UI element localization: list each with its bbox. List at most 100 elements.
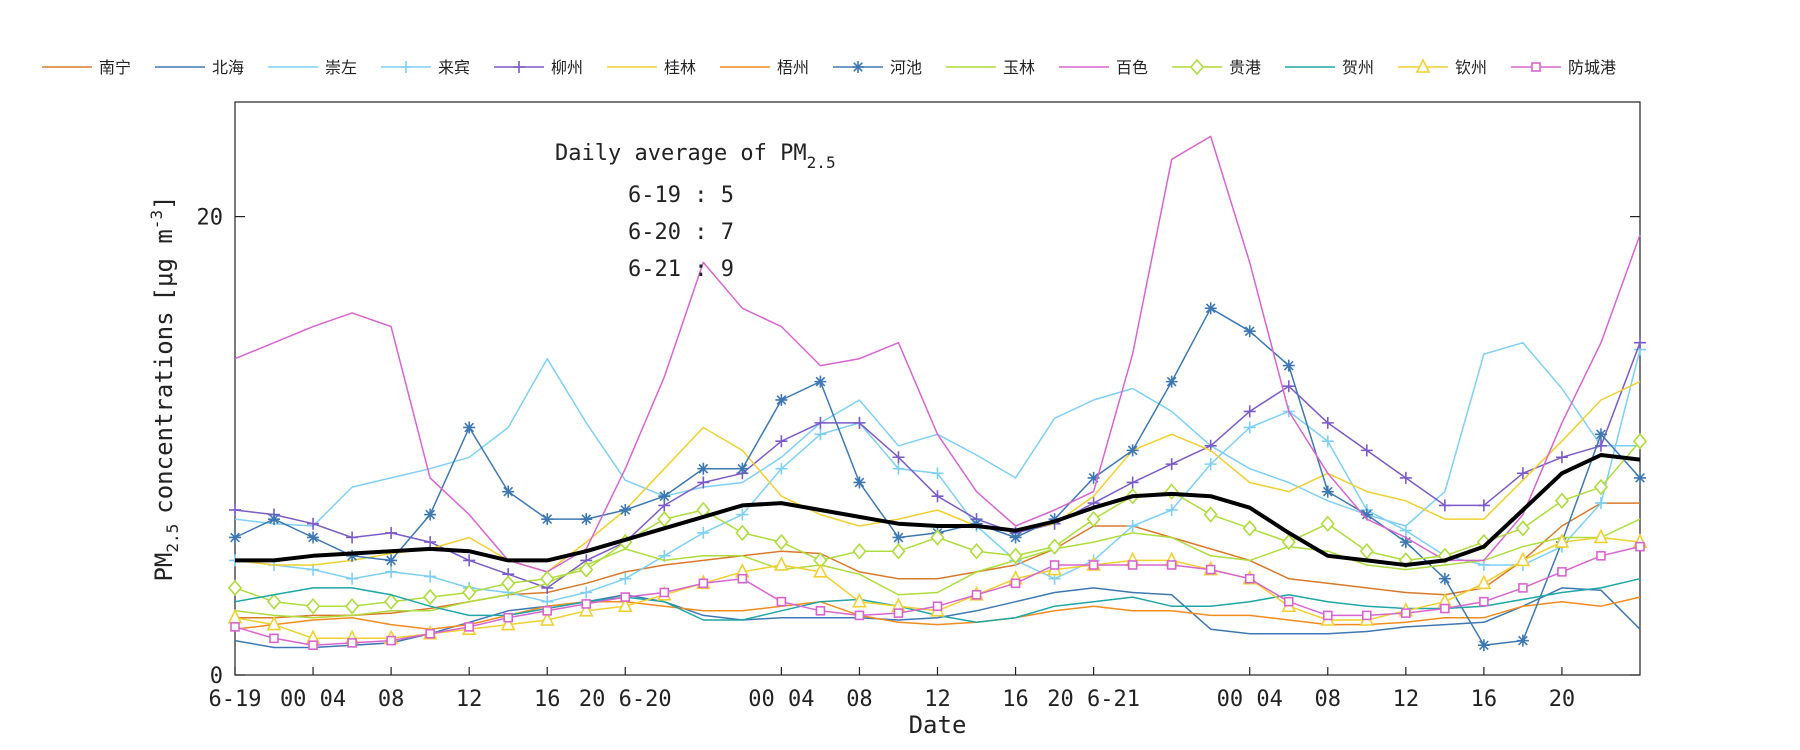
data-point-marker [385, 554, 398, 567]
data-point-marker [1281, 533, 1296, 551]
series-贵港 [227, 432, 1648, 615]
x-tick-label: 00 04 [280, 687, 346, 712]
y-axis-title-subscript: 2.5 [163, 524, 182, 553]
data-point-marker [932, 601, 943, 612]
series-line [234, 587, 1641, 649]
data-point-marker [1189, 58, 1205, 76]
x-tick-label: 08 [846, 687, 873, 712]
legend-item: 南宁 [42, 58, 131, 77]
data-point-marker [578, 602, 594, 617]
data-point-marker [930, 529, 945, 546]
annotation-line: 6-20 : 7 [628, 220, 734, 245]
legend-item: 贺州 [1285, 58, 1374, 77]
legend-label: 崇左 [325, 58, 357, 77]
data-point-marker [1531, 62, 1541, 72]
data-point-marker [852, 543, 867, 560]
data-point-marker [1360, 508, 1373, 521]
series-line [234, 518, 1641, 619]
data-point-marker [268, 513, 281, 526]
data-point-marker [969, 543, 984, 560]
data-point-marker [1321, 435, 1334, 448]
legend-item: 防城港 [1511, 58, 1616, 77]
data-point-marker [1557, 567, 1567, 577]
data-point-marker [503, 612, 513, 623]
data-point-marker [814, 428, 827, 441]
data-point-marker [1359, 543, 1374, 560]
data-point-marker [346, 531, 359, 544]
data-point-marker [1320, 515, 1335, 532]
data-point-marker [266, 593, 282, 610]
data-point-marker [737, 573, 748, 584]
data-point-marker [1008, 547, 1023, 565]
data-point-marker [1243, 325, 1256, 338]
annotation-line: 6-19 : 5 [628, 183, 734, 208]
data-point-marker [1515, 520, 1530, 537]
data-point-marker [776, 596, 787, 607]
series-北海 [234, 587, 1641, 649]
data-point-marker [852, 61, 864, 73]
data-point-marker [1126, 476, 1139, 489]
x-tick-label: 20 6-21 [1047, 687, 1140, 712]
data-point-marker [307, 531, 320, 544]
data-point-marker [1515, 551, 1531, 567]
data-point-marker [852, 592, 867, 608]
annotation-title-subscript: 2.5 [807, 153, 836, 172]
data-point-marker [539, 611, 555, 626]
data-point-marker [814, 416, 827, 429]
data-point-marker [230, 622, 240, 632]
data-point-marker [813, 563, 828, 578]
data-point-marker [735, 524, 750, 542]
legend-label: 来宾 [438, 58, 470, 77]
data-point-marker [854, 610, 865, 621]
series-玉林 [234, 518, 1641, 619]
data-point-marker [1243, 421, 1256, 434]
data-point-marker [1321, 416, 1334, 429]
legend-item: 梧州 [720, 58, 809, 77]
data-point-marker [815, 606, 826, 616]
data-point-marker [580, 513, 593, 526]
data-point-marker [1010, 578, 1021, 589]
data-point-marker [1164, 483, 1179, 500]
data-point-marker [1204, 458, 1217, 471]
annotation-line: 6-21 : 9 [628, 257, 734, 282]
data-point-marker [540, 570, 555, 587]
x-tick-label: 12 [1393, 687, 1420, 712]
legend-item: 百色 [1059, 58, 1148, 77]
y-axis-title: PM2.5 concentrations [μg m-3] [147, 195, 182, 581]
data-point-marker [1087, 471, 1100, 484]
data-point-marker [306, 598, 321, 615]
data-point-marker [1165, 458, 1178, 471]
data-point-marker [1205, 564, 1216, 575]
x-tick-label: 20 [1549, 687, 1576, 712]
y-axis-title-unit-end: ] [150, 195, 178, 209]
data-point-marker [1088, 560, 1099, 570]
data-point-marker [1518, 583, 1528, 593]
data-point-marker [1554, 533, 1570, 548]
data-point-marker [1362, 610, 1372, 621]
y-tick-label: 0 [210, 664, 223, 689]
data-point-marker [1634, 471, 1646, 484]
y-axis-title-prefix: PM [150, 553, 178, 582]
annotation-title-text: Daily average of PM [555, 141, 807, 166]
legend-label: 贵港 [1229, 58, 1261, 77]
data-point-marker [892, 462, 905, 475]
legend-label: 百色 [1116, 58, 1148, 77]
data-point-marker [736, 508, 749, 521]
data-point-marker [1165, 375, 1178, 388]
data-point-marker [1243, 405, 1256, 418]
data-point-marker [1047, 538, 1062, 555]
legend-item: 桂林 [607, 58, 696, 77]
data-point-marker [1009, 531, 1022, 544]
data-point-marker [307, 517, 320, 530]
data-point-marker [425, 628, 435, 639]
series-line [234, 380, 1641, 573]
data-point-marker [347, 638, 357, 648]
data-point-marker [1244, 573, 1255, 584]
data-point-marker [620, 592, 631, 602]
data-point-marker [1321, 485, 1334, 498]
data-point-marker [1632, 432, 1648, 450]
data-point-marker [619, 503, 632, 516]
data-point-marker [1282, 359, 1295, 372]
y-axis-title-unit: [μg m [150, 229, 178, 301]
legend-item: 来宾 [381, 58, 470, 77]
